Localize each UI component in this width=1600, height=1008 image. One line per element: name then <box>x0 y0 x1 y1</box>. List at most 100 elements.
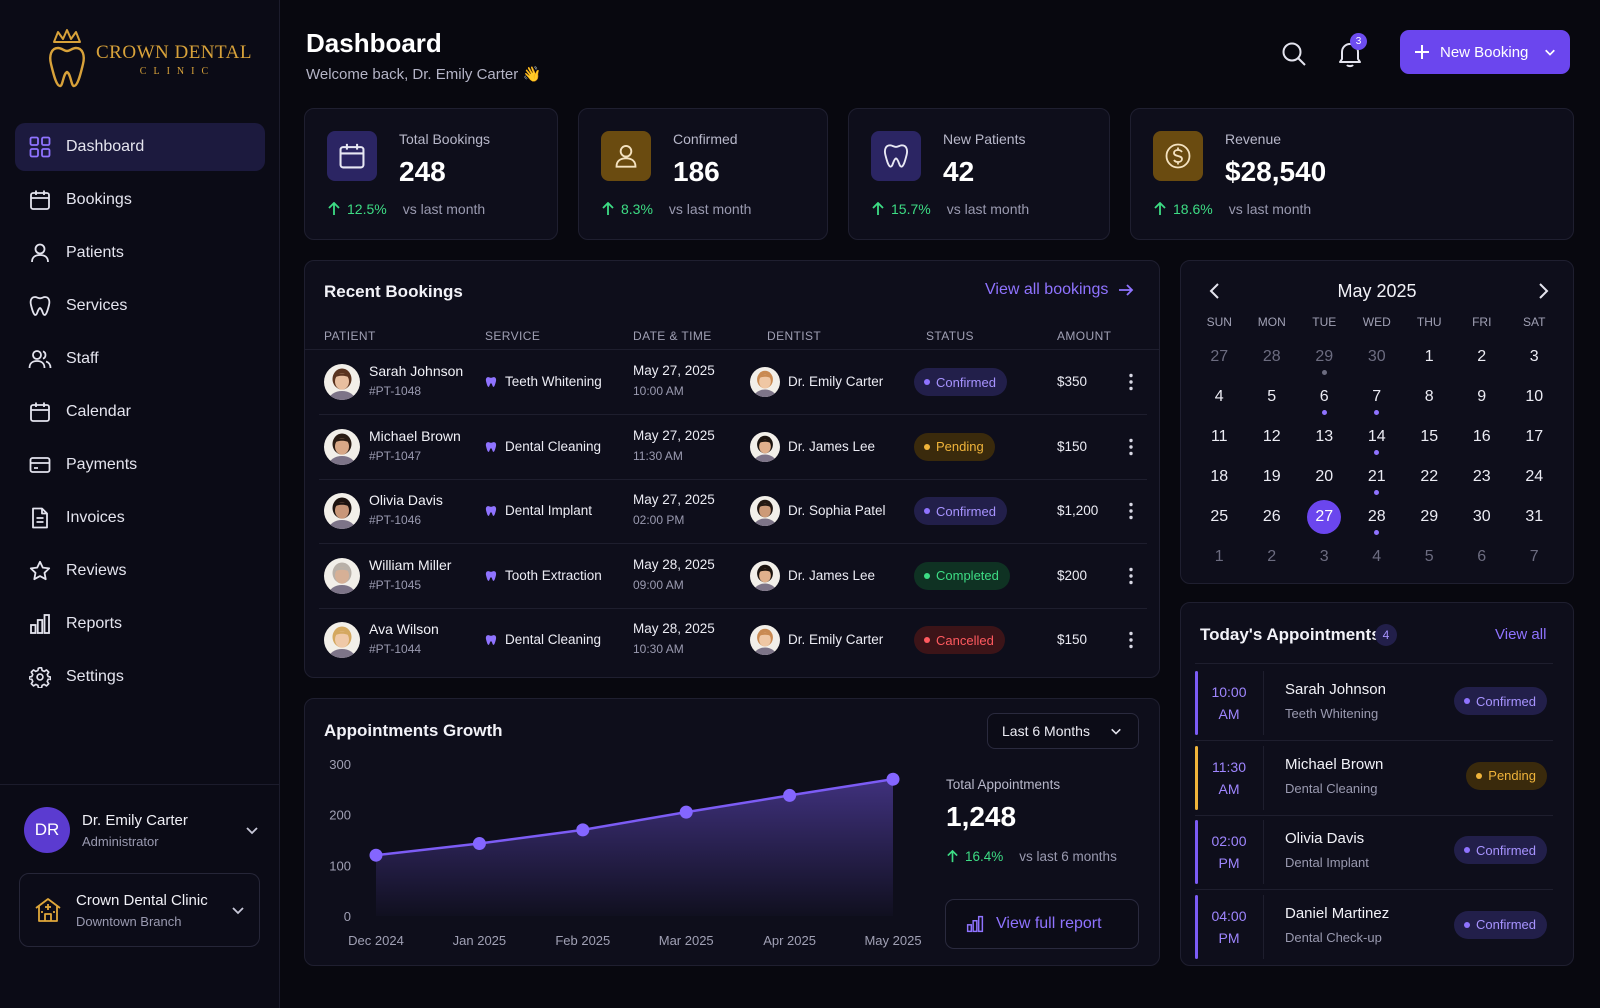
sidebar-item-services[interactable]: Services <box>15 282 265 330</box>
table-row[interactable]: Olivia Davis #PT-1046 Dental Implant May 27… <box>305 479 1159 544</box>
calendar-day[interactable]: 21 <box>1351 457 1404 497</box>
calendar-day[interactable]: 5 <box>1403 537 1456 577</box>
chevron-left-icon[interactable] <box>1205 281 1225 301</box>
calendar-day[interactable]: 7 <box>1508 537 1561 577</box>
calendar-day[interactable]: 2 <box>1246 537 1299 577</box>
sidebar-item-calendar[interactable]: Calendar <box>15 388 265 436</box>
appointment-item[interactable]: 10:00 AM Sarah Johnson Teeth Whitening Confi… <box>1195 667 1553 739</box>
calendar-day[interactable]: 5 <box>1246 377 1299 417</box>
calendar-day[interactable]: 10 <box>1508 377 1561 417</box>
calendar-day[interactable]: 20 <box>1298 457 1351 497</box>
appointment-item[interactable]: 02:00 PM Olivia Davis Dental Implant Confirm… <box>1195 816 1553 888</box>
sidebar-item-reports[interactable]: Reports <box>15 600 265 648</box>
calendar-day[interactable]: 26 <box>1246 497 1299 537</box>
calendar-day[interactable]: 3 <box>1508 337 1561 377</box>
chevron-down-icon[interactable] <box>231 903 245 917</box>
calendar-day[interactable]: 27 <box>1193 337 1246 377</box>
calendar-day[interactable]: 22 <box>1403 457 1456 497</box>
calendar-day[interactable]: 28 <box>1351 497 1404 537</box>
calendar-day[interactable]: 13 <box>1298 417 1351 457</box>
calendar-day[interactable]: 14 <box>1351 417 1404 457</box>
calendar-day[interactable]: 4 <box>1193 377 1246 417</box>
calendar-day[interactable]: 30 <box>1351 337 1404 377</box>
stat-change: 15.7% <box>891 201 931 217</box>
patient-name[interactable]: Michael Brown <box>369 427 461 444</box>
calendar-day[interactable]: 8 <box>1403 377 1456 417</box>
calendar-day[interactable]: 12 <box>1246 417 1299 457</box>
chevron-right-icon[interactable] <box>1533 281 1553 301</box>
calendar-day[interactable]: 11 <box>1193 417 1246 457</box>
new-booking-button[interactable]: New Booking <box>1400 30 1570 74</box>
calendar-day[interactable]: 1 <box>1193 537 1246 577</box>
calendar-day[interactable]: 17 <box>1508 417 1561 457</box>
calendar-day[interactable]: 1 <box>1403 337 1456 377</box>
patient-name[interactable]: Sarah Johnson <box>369 363 464 379</box>
calendar-day[interactable]: 31 <box>1508 497 1561 537</box>
calendar-day[interactable]: 24 <box>1508 457 1561 497</box>
data-point[interactable] <box>783 788 797 802</box>
more-options-icon[interactable] <box>1121 437 1141 457</box>
calendar-day[interactable]: 2 <box>1456 337 1509 377</box>
calendar-day[interactable]: 16 <box>1456 417 1509 457</box>
calendar-day[interactable]: 18 <box>1193 457 1246 497</box>
patient-avatar <box>324 364 360 400</box>
view-all-appointments-link[interactable]: View all <box>1495 626 1546 643</box>
sidebar-item-payments[interactable]: Payments <box>15 441 265 489</box>
patient-id: #PT-1045 <box>369 577 422 592</box>
data-point[interactable] <box>472 837 486 851</box>
appointment-item[interactable]: 11:30 AM Michael Brown Dental Cleaning Pendi… <box>1195 742 1553 814</box>
sidebar-item-settings[interactable]: Settings <box>15 653 265 701</box>
appointment-item[interactable]: 04:00 PM Daniel Martinez Dental Check-up Con… <box>1195 891 1553 963</box>
calendar-day[interactable]: 3 <box>1298 537 1351 577</box>
clinic-logo[interactable]: CROWN DENTAL CLINIC <box>48 28 252 90</box>
range-select[interactable]: Last 6 Months <box>987 713 1139 749</box>
sidebar-item-patients[interactable]: Patients <box>15 229 265 277</box>
sidebar-item-invoices[interactable]: Invoices <box>15 494 265 542</box>
calendar-day[interactable]: 28 <box>1246 337 1299 377</box>
user-profile[interactable]: DR Dr. Emily Carter Administrator <box>24 806 259 854</box>
view-all-bookings-link[interactable]: View all bookings <box>985 281 1134 299</box>
calendar-day-selected[interactable]: 27 <box>1298 497 1351 537</box>
data-point[interactable] <box>369 848 383 862</box>
more-options-icon[interactable] <box>1121 372 1141 392</box>
sidebar-item-staff[interactable]: Staff <box>15 335 265 383</box>
calendar-day[interactable]: 9 <box>1456 377 1509 417</box>
table-row[interactable]: William Miller #PT-1045 Tooth Extraction Ma… <box>305 544 1159 609</box>
calendar-day[interactable]: 7 <box>1351 377 1404 417</box>
data-point[interactable] <box>679 805 693 819</box>
stat-label: Confirmed <box>673 131 738 147</box>
sidebar-item-bookings[interactable]: Bookings <box>15 176 265 224</box>
calendar-day[interactable]: 19 <box>1246 457 1299 497</box>
sidebar-item-reviews[interactable]: Reviews <box>15 547 265 595</box>
more-options-icon[interactable] <box>1121 501 1141 521</box>
patient-name[interactable]: Ava Wilson <box>369 621 439 637</box>
table-row[interactable]: Ava Wilson #PT-1044 Dental Cleaning May 28,… <box>305 608 1159 673</box>
divider <box>1195 889 1553 890</box>
table-row[interactable]: Michael Brown #PT-1047 Dental Cleaning May … <box>305 415 1159 480</box>
calendar-day[interactable]: 29 <box>1298 337 1351 377</box>
calendar-day[interactable]: 30 <box>1456 497 1509 537</box>
patient-name[interactable]: William Miller <box>369 556 452 573</box>
stat-card-total-bookings: Total Bookings 248 12.5% vs last month <box>304 108 558 240</box>
more-options-icon[interactable] <box>1121 566 1141 586</box>
more-options-icon[interactable] <box>1121 630 1141 650</box>
patient-name[interactable]: Olivia Davis <box>369 492 443 508</box>
calendar-day[interactable]: 29 <box>1403 497 1456 537</box>
sidebar-item-dashboard[interactable]: Dashboard <box>15 123 265 171</box>
calendar-day[interactable]: 4 <box>1351 537 1404 577</box>
calendar-day[interactable]: 23 <box>1456 457 1509 497</box>
calendar-day[interactable]: 25 <box>1193 497 1246 537</box>
data-point[interactable] <box>576 823 590 837</box>
table-row[interactable]: Sarah Johnson #PT-1048 Teeth Whitening May … <box>305 350 1159 415</box>
view-full-report-button[interactable]: View full report <box>945 899 1139 949</box>
booking-date: May 28, 2025 <box>633 556 715 572</box>
clinic-switcher[interactable]: Crown Dental Clinic Downtown Branch <box>19 873 260 947</box>
service-name: Teeth Whitening <box>505 374 602 389</box>
data-point[interactable] <box>886 772 900 786</box>
calendar-day[interactable]: 6 <box>1456 537 1509 577</box>
calendar-day[interactable]: 6 <box>1298 377 1351 417</box>
calendar-day-number: 30 <box>1472 508 1491 525</box>
calendar-day[interactable]: 15 <box>1403 417 1456 457</box>
search-icon[interactable] <box>1280 40 1308 68</box>
chevron-down-icon[interactable] <box>245 823 259 837</box>
